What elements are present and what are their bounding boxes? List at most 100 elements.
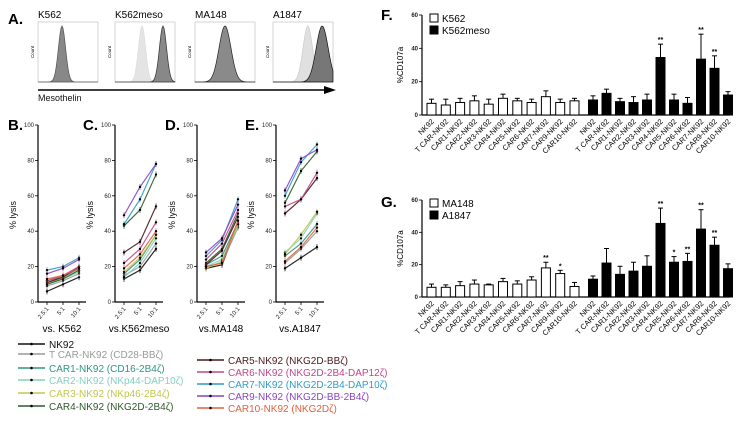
histogram-title-2: MA148 <box>195 10 227 21</box>
bar <box>440 104 451 116</box>
bar <box>628 102 639 116</box>
bar <box>601 262 612 298</box>
bar <box>615 101 625 116</box>
legend-marker <box>30 404 33 408</box>
bar <box>455 285 466 298</box>
histogram-ylabel: Count <box>30 45 35 58</box>
data-point <box>220 261 224 265</box>
y-axis-label: % lysis <box>85 201 95 230</box>
bar <box>498 97 508 116</box>
data-point <box>299 169 303 173</box>
y-tick-label: 40 <box>265 229 272 235</box>
data-point <box>283 212 287 215</box>
legend-marker <box>209 382 212 386</box>
x-tick-label: 5:1 <box>134 306 144 317</box>
histogram-title-1: K562meso <box>115 10 163 21</box>
data-point <box>236 219 240 222</box>
data-point <box>315 230 319 233</box>
bar <box>588 99 598 116</box>
bar <box>682 260 693 298</box>
data-point <box>77 267 81 270</box>
data-point <box>122 261 126 265</box>
legend-label: A1847 <box>442 211 471 222</box>
bar <box>469 100 480 116</box>
legend-label: CAR9-NK92 (NKG2D-BB-2B4ζ) <box>228 392 369 403</box>
data-point <box>61 283 65 286</box>
significance-marker: ** <box>712 230 718 237</box>
data-point <box>315 143 319 146</box>
data-point <box>283 189 287 192</box>
data-point <box>204 258 208 261</box>
significance-marker: ** <box>543 255 549 262</box>
y-tick-label: 100 <box>24 123 35 129</box>
data-point <box>220 249 224 252</box>
bar <box>696 58 706 116</box>
data-point <box>154 233 158 236</box>
bar <box>696 228 706 298</box>
data-point <box>299 245 303 249</box>
bar <box>512 283 523 298</box>
y-tick-label: 80 <box>104 158 111 164</box>
y-tick-label: 20 <box>104 265 111 271</box>
y-tick-label: 20 <box>27 265 34 271</box>
significance-marker: ** <box>685 246 691 253</box>
y-tick-label: 80 <box>27 158 34 164</box>
data-point <box>283 267 287 270</box>
data-point <box>122 267 126 270</box>
x-tick-label: 2.5:1 <box>37 306 51 321</box>
y-tick-label: 80 <box>186 158 193 164</box>
data-point <box>122 276 126 279</box>
bar <box>682 102 693 116</box>
y-axis-label: %CD107a <box>396 230 405 267</box>
legend-marker <box>30 366 33 370</box>
bar <box>426 286 437 298</box>
legend-label: K562 <box>442 14 466 25</box>
data-point <box>283 260 287 263</box>
series-line-6 <box>284 177 318 214</box>
bar <box>588 278 598 298</box>
y-tick-label: 100 <box>183 123 194 129</box>
data-point <box>122 214 126 217</box>
legend-swatch <box>429 13 439 23</box>
data-point <box>154 237 158 240</box>
data-point <box>138 256 142 259</box>
y-axis-label: % lysis <box>167 201 177 230</box>
data-point <box>236 203 240 206</box>
significance-marker: * <box>559 263 562 270</box>
histogram-xlabel: Mesothelin <box>38 93 82 103</box>
series-line-8 <box>123 163 157 225</box>
bar <box>440 286 451 298</box>
data-point <box>45 277 49 281</box>
arrow-head-icon <box>324 86 336 94</box>
data-point <box>45 268 49 272</box>
significance-marker: ** <box>698 27 704 34</box>
y-tick-label: 40 <box>411 46 418 52</box>
x-axis-label: vs.K562meso <box>109 324 170 335</box>
bar <box>669 261 679 298</box>
x-tick-label: 5:1 <box>57 306 67 317</box>
y-tick-label: 0 <box>415 113 419 119</box>
histogram-peak <box>194 25 256 83</box>
data-point <box>315 148 319 151</box>
data-point <box>220 254 224 258</box>
data-point <box>122 222 126 226</box>
data-point <box>299 256 303 259</box>
histogram-peak <box>273 25 334 83</box>
histogram-peak <box>115 25 176 83</box>
bar <box>655 57 666 116</box>
x-tick-label: 5:1 <box>216 306 226 317</box>
data-point <box>315 226 319 229</box>
chart-marks: K562 Count K562meso Count MA148 Count A1847 Cou… <box>8 10 733 415</box>
bar <box>555 102 566 116</box>
data-point <box>138 208 142 212</box>
y-tick-label: 40 <box>411 230 418 236</box>
data-point <box>299 237 303 240</box>
bar <box>669 99 679 116</box>
legend-swatch <box>429 198 439 208</box>
significance-marker: ** <box>712 49 718 56</box>
data-point <box>204 265 208 268</box>
y-tick-label: 60 <box>104 194 111 200</box>
panel-label-e: E. <box>245 117 259 134</box>
bar <box>709 67 720 116</box>
